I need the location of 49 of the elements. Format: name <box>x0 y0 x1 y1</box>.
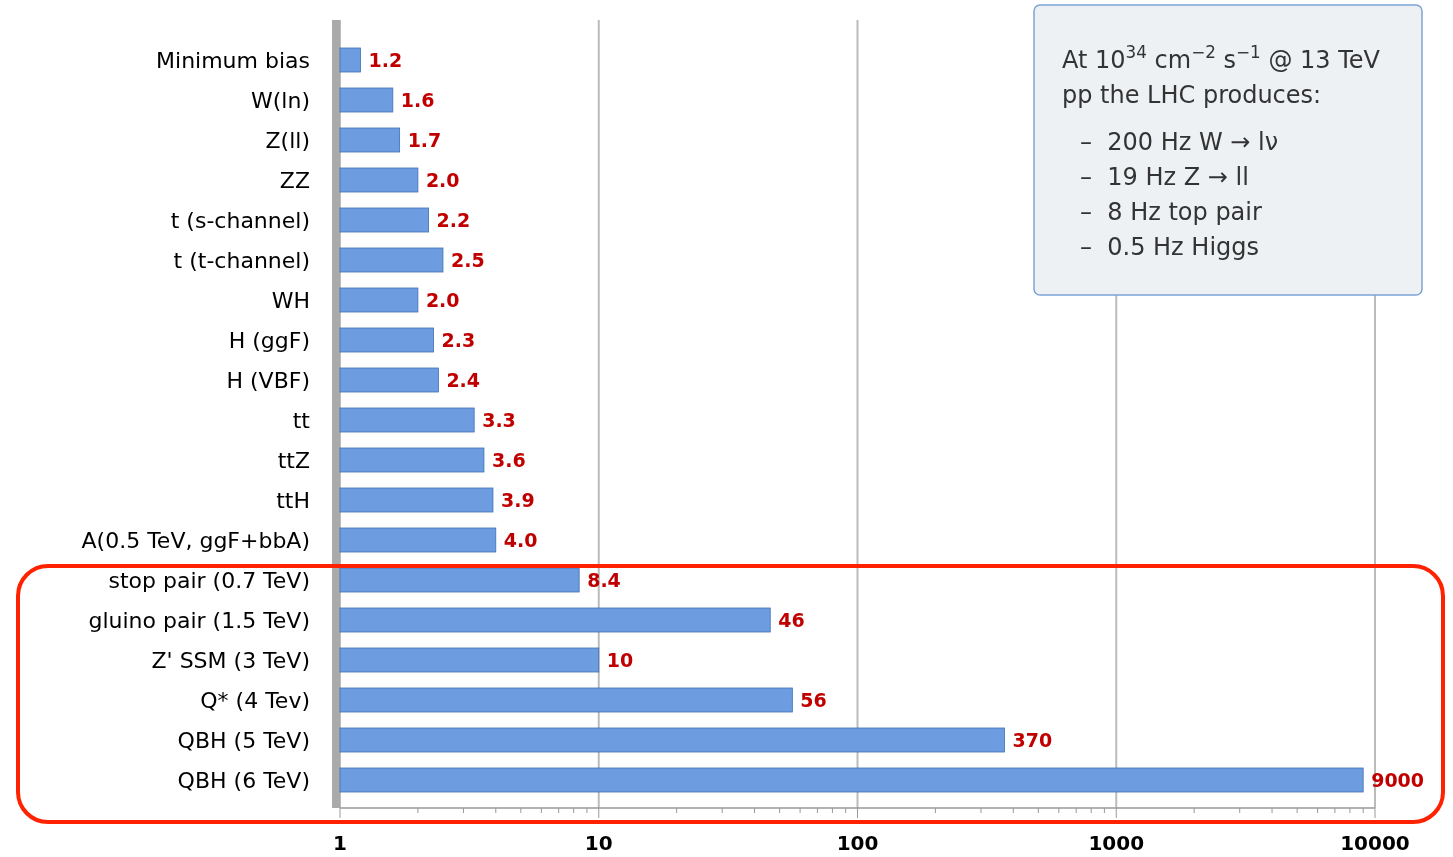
annotation: – 0.5 Hz Higgs <box>1080 233 1260 261</box>
data-label: 3.6 <box>491 448 526 471</box>
y-tick-label: WH <box>271 287 310 313</box>
x-tick-label: 10000 <box>1340 831 1410 855</box>
annotation: – 8 Hz top pair <box>1080 198 1262 226</box>
data-label: 2.2 <box>436 208 471 231</box>
data-label: 1.6 <box>400 88 435 111</box>
data-label: 10 <box>606 648 634 671</box>
data-label: 2.0 <box>425 288 460 311</box>
data-label: 2.0 <box>425 168 460 191</box>
y-tick-label: ttH <box>276 487 310 513</box>
y-tick-label: t (s-channel) <box>170 207 310 233</box>
data-label: 3.9 <box>500 488 535 511</box>
y-tick-label: A(0.5 TeV, ggF+bbA) <box>81 527 310 553</box>
data-label: 56 <box>800 688 827 711</box>
y-tick-label: QBH (6 TeV) <box>177 767 310 793</box>
y-tick-label: ZZ <box>279 167 310 193</box>
y-tick-label: gluino pair (1.5 TeV) <box>88 607 310 633</box>
data-label: 2.3 <box>441 328 476 351</box>
y-tick-label: W(ln) <box>251 87 310 113</box>
y-tick-label: H (VBF) <box>226 367 310 393</box>
data-label: 9000 <box>1371 768 1425 791</box>
x-tick-label: 1 <box>333 831 347 855</box>
annotation: – 19 Hz Z → ll <box>1080 163 1249 191</box>
x-tick-label: 1000 <box>1088 831 1145 855</box>
data-label: 1.2 <box>368 48 403 71</box>
data-label: 370 <box>1012 728 1053 751</box>
annotation: – 200 Hz W → lν <box>1080 128 1279 156</box>
y-tick-label: Z' SSM (3 TeV) <box>151 647 310 673</box>
data-label: 2.5 <box>450 248 485 271</box>
data-label: 1.7 <box>407 128 442 151</box>
x-tick-label: 100 <box>836 831 879 855</box>
data-label: 8.4 <box>587 568 621 591</box>
y-tick-label: QBH (5 TeV) <box>177 727 310 753</box>
y-tick-label: Q* (4 Tev) <box>200 687 310 713</box>
y-tick-label: ttZ <box>277 447 310 473</box>
x-tick-label: 10 <box>584 831 613 855</box>
annotation: pp the LHC produces: <box>1062 81 1322 109</box>
y-tick-label: stop pair (0.7 TeV) <box>108 567 310 593</box>
data-label: 3.3 <box>482 408 516 431</box>
data-label: 46 <box>778 608 805 631</box>
data-label: 2.4 <box>446 368 481 391</box>
y-tick-label: Minimum bias <box>156 47 310 73</box>
y-tick-label: Z(ll) <box>265 127 310 153</box>
data-label: 4.0 <box>503 528 538 551</box>
y-tick-label: t (t-channel) <box>173 247 310 273</box>
annotation: At 10$^{34}$ cm$^{−2}$ s$^{−1}$ @ 13 TeV <box>1062 42 1381 74</box>
y-tick-label: H (ggF) <box>228 327 310 353</box>
y-tick-label: tt <box>292 407 311 433</box>
